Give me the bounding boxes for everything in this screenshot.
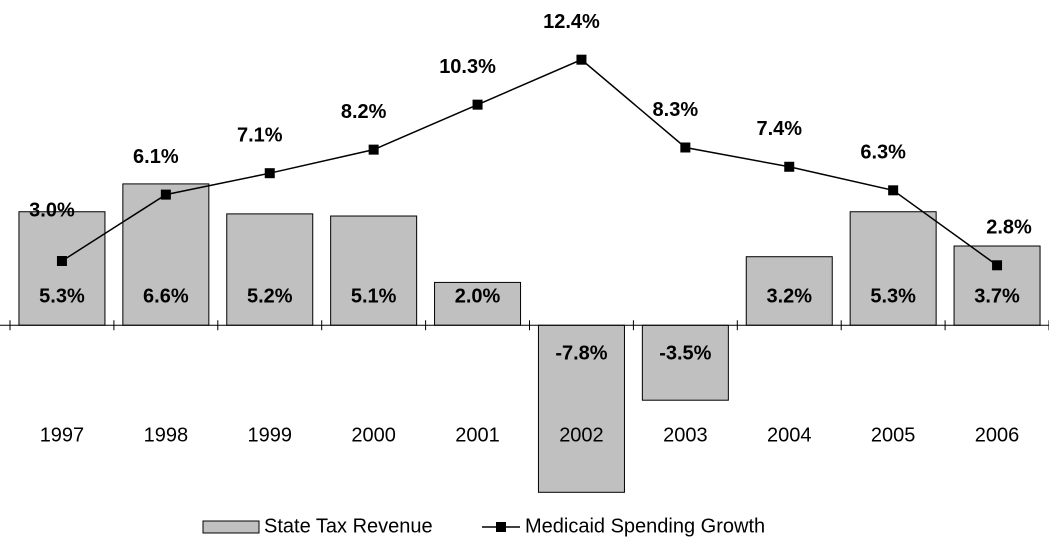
line-marker [160,189,171,200]
line-marker [992,260,1003,271]
x-tick-label: 2006 [975,424,1020,446]
bar [434,281,522,326]
line-marker [680,142,691,153]
x-tick-label: 2004 [767,424,812,446]
legend-marker [496,522,506,532]
line-value-label: 6.3% [860,142,906,164]
line-marker [264,168,275,179]
bar-value-label: 2.0% [455,286,501,308]
line-value-label: 8.3% [653,99,699,121]
bar-value-label: 6.6% [143,286,189,308]
legend-label: Medicaid Spending Growth [525,515,765,537]
legend-swatch [202,520,260,534]
bar [641,324,729,401]
bar [745,256,833,326]
x-tick-label: 1998 [144,424,189,446]
bar-value-label: 5.1% [351,286,397,308]
line-value-label: 7.4% [756,118,802,140]
bar-value-label: 5.2% [247,286,293,308]
x-tick-label: 1999 [248,424,293,446]
line-value-label: 8.2% [341,101,387,123]
line-value-label: 12.4% [543,11,600,33]
bar [849,211,937,326]
x-tick-label: 2000 [351,424,396,446]
line-marker [472,99,483,110]
x-tick-label: 2003 [663,424,708,446]
legend-label: State Tax Revenue [264,515,433,537]
line-marker [888,185,899,196]
bar-value-label: -7.8% [555,343,607,365]
bar [330,215,418,326]
bar [953,245,1041,326]
x-tick-label: 2005 [871,424,916,446]
line-marker [56,256,67,266]
bar-value-label: 5.3% [39,286,85,308]
x-tick-label: 2002 [559,424,604,446]
line-marker [576,54,587,65]
x-tick-label: 1997 [40,424,85,446]
line-marker [784,161,795,172]
bar [226,213,314,326]
line-value-label: 7.1% [237,124,283,146]
bar [18,211,106,326]
line [61,58,998,266]
line-value-label: 3.0% [29,199,75,221]
x-tick-label: 2001 [455,424,500,446]
bar-value-label: 3.7% [974,286,1020,308]
line-value-label: 6.1% [133,146,179,168]
bar [122,183,210,326]
line-value-label: 10.3% [439,56,496,78]
bar-value-label: -3.5% [659,343,711,365]
line-marker [368,144,379,155]
bar-value-label: 3.2% [766,286,812,308]
line-value-label: 2.8% [986,217,1032,239]
bar-value-label: 5.3% [870,286,916,308]
